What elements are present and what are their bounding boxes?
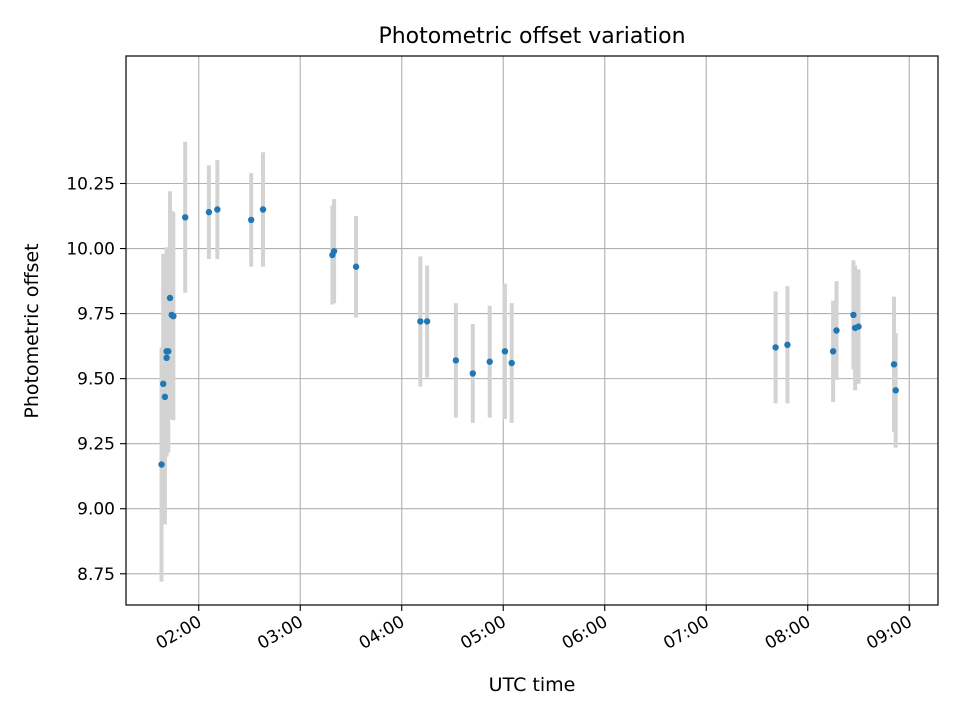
data-point <box>170 312 177 320</box>
data-point <box>160 380 167 388</box>
data-point <box>423 318 431 325</box>
y-tick-label: 10.00 <box>66 240 115 260</box>
y-tick-label: 9.75 <box>77 305 115 325</box>
data-point <box>205 208 213 216</box>
plot-frame <box>125 55 939 606</box>
data-point <box>182 214 189 221</box>
point-layer <box>158 206 899 468</box>
data-point <box>850 311 857 319</box>
y-tick-label: 10.25 <box>66 174 115 194</box>
data-point <box>247 216 255 224</box>
y-tick-label: 9.50 <box>77 370 115 390</box>
data-point <box>352 263 360 270</box>
data-point <box>772 344 779 351</box>
data-point <box>158 461 165 468</box>
data-point <box>855 323 862 330</box>
data-point <box>452 357 460 364</box>
data-point <box>833 327 840 334</box>
data-point <box>330 247 338 255</box>
data-point <box>892 387 899 394</box>
data-point <box>501 348 509 355</box>
data-point <box>163 354 170 362</box>
x-axis-label: UTC time <box>489 674 576 696</box>
data-point <box>214 206 221 213</box>
data-point <box>784 341 791 349</box>
y-axis-label: Photometric offset <box>21 243 43 418</box>
data-point <box>469 370 476 377</box>
data-point <box>486 358 493 365</box>
data-point <box>508 359 515 367</box>
data-point <box>161 393 169 401</box>
data-point <box>829 348 837 355</box>
data-point <box>165 348 172 355</box>
data-point <box>417 318 424 325</box>
y-tick-label: 9.25 <box>77 435 115 455</box>
data-point <box>166 294 174 302</box>
data-point <box>259 206 267 213</box>
y-tick-label: 9.00 <box>77 500 115 520</box>
data-point <box>890 361 898 368</box>
chart-title: Photometric offset variation <box>378 24 685 49</box>
y-tick-label: 8.75 <box>77 565 115 585</box>
